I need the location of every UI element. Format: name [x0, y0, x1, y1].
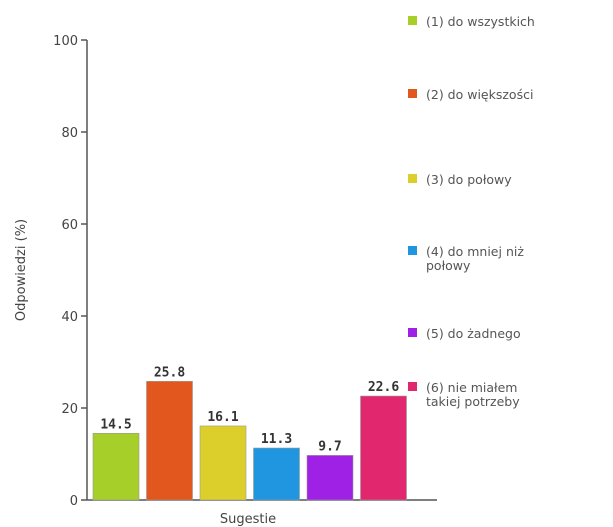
legend-swatch: [408, 246, 417, 255]
bar-value-label: 25.8: [154, 365, 185, 380]
y-tick-label: 40: [61, 310, 78, 325]
legend-swatch: [408, 174, 417, 183]
legend-label: (3) do połowy: [426, 172, 512, 187]
y-ticks: 0 20 40 60 80 100: [53, 34, 87, 509]
y-tick-label: 60: [61, 218, 78, 233]
legend-label: (5) do żadnego: [426, 326, 521, 341]
bar: [306, 455, 354, 501]
legend-label: (6) nie miałem: [426, 380, 517, 395]
y-axis-title: Odpowiedzi (%): [14, 219, 29, 321]
value-labels: 14.5 25.8 16.1 11.3 9.7 22.6: [100, 365, 399, 454]
legend-label: (1) do wszystkich: [426, 14, 535, 29]
y-tick-label: 80: [61, 126, 78, 141]
bar: [199, 425, 247, 501]
bar-value-label: 16.1: [207, 410, 238, 425]
bars: [92, 381, 407, 501]
legend: (1) do wszystkich (2) do większości (3) do…: [408, 14, 535, 409]
bar: [146, 381, 193, 501]
bar: [253, 447, 300, 501]
bar: [92, 432, 140, 501]
legend-swatch: [408, 89, 417, 98]
bar-value-label: 9.7: [318, 439, 341, 454]
legend-swatch: [408, 16, 417, 25]
legend-label: (4) do mniej niż: [426, 244, 524, 259]
bar: [360, 395, 407, 501]
legend-label: takiej potrzeby: [426, 394, 520, 409]
legend-label: połowy: [426, 258, 471, 273]
legend-label: (2) do większości: [426, 87, 533, 102]
bar-value-label: 22.6: [368, 380, 399, 395]
legend-swatch: [408, 328, 417, 337]
y-tick-label: 100: [53, 34, 78, 49]
bar-value-label: 14.5: [100, 417, 131, 432]
y-tick-label: 0: [70, 494, 78, 509]
bar-value-label: 11.3: [261, 432, 292, 447]
x-axis-title: Sugestie: [220, 512, 276, 527]
legend-swatch: [408, 382, 417, 391]
y-tick-label: 20: [61, 402, 78, 417]
